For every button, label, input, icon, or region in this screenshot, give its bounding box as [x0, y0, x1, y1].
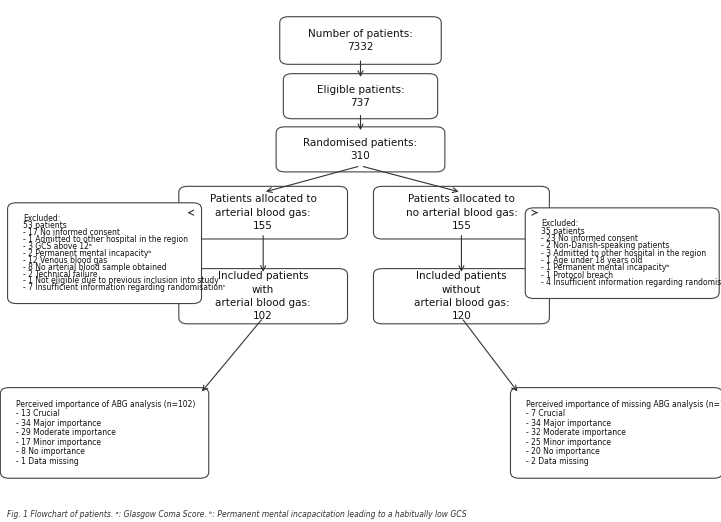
FancyBboxPatch shape	[276, 127, 445, 172]
Text: - 3 Admitted to other hospital in the region: - 3 Admitted to other hospital in the re…	[541, 248, 707, 258]
FancyBboxPatch shape	[283, 74, 438, 118]
Text: - 2 Permanent mental incapacityᵇ: - 2 Permanent mental incapacityᵇ	[23, 248, 152, 258]
FancyBboxPatch shape	[373, 186, 549, 239]
FancyBboxPatch shape	[0, 388, 209, 478]
Text: - 8 No arterial blood sample obtained: - 8 No arterial blood sample obtained	[23, 263, 167, 271]
Text: Patients allocated to
arterial blood gas:
155: Patients allocated to arterial blood gas…	[210, 195, 317, 231]
Text: - 25 Minor importance: - 25 Minor importance	[526, 438, 611, 447]
Text: 53 patients: 53 patients	[23, 221, 67, 230]
Text: - 32 Moderate importance: - 32 Moderate importance	[526, 429, 627, 437]
Text: Included patients
with
arterial blood gas:
102: Included patients with arterial blood ga…	[216, 271, 311, 321]
FancyBboxPatch shape	[7, 203, 202, 304]
Text: Randomised patients:
310: Randomised patients: 310	[304, 138, 417, 161]
Text: - 20 No importance: - 20 No importance	[526, 447, 600, 456]
Text: Included patients
without
arterial blood gas:
120: Included patients without arterial blood…	[414, 271, 509, 321]
Text: Eligible patients:
737: Eligible patients: 737	[317, 85, 404, 108]
Text: - 13 Crucial: - 13 Crucial	[16, 409, 60, 419]
Text: Fig. 1 Flowchart of patients. ᵃ: Glasgow Coma Score. ᵇ: Permanent mental incapac: Fig. 1 Flowchart of patients. ᵃ: Glasgow…	[7, 511, 466, 519]
FancyBboxPatch shape	[280, 17, 441, 64]
Text: - 2 Non-Danish-speaking patients: - 2 Non-Danish-speaking patients	[541, 241, 670, 251]
Text: - 8 No importance: - 8 No importance	[16, 447, 85, 456]
Text: - 4 Insufficient information regarding randomisationᶜ: - 4 Insufficient information regarding r…	[541, 278, 721, 287]
Text: - 23 No informed consent: - 23 No informed consent	[541, 234, 638, 243]
Text: - 1 Age under 18 years old: - 1 Age under 18 years old	[541, 256, 642, 265]
Text: Excluded:: Excluded:	[541, 219, 578, 228]
FancyBboxPatch shape	[373, 269, 549, 324]
Text: Excluded:: Excluded:	[23, 214, 61, 223]
Text: - 34 Major importance: - 34 Major importance	[16, 419, 101, 428]
Text: 35 patients: 35 patients	[541, 227, 585, 235]
FancyBboxPatch shape	[510, 388, 721, 478]
Text: - 7 Crucial: - 7 Crucial	[526, 409, 565, 419]
Text: - 17 No informed consent: - 17 No informed consent	[23, 228, 120, 237]
Text: - 2 Technical failure: - 2 Technical failure	[23, 269, 98, 279]
Text: - 3 GCS above 12ᵃ: - 3 GCS above 12ᵃ	[23, 242, 92, 251]
Text: - 2 Data missing: - 2 Data missing	[526, 457, 589, 466]
Text: - 1 Permanent mental incapacityᵇ: - 1 Permanent mental incapacityᵇ	[541, 264, 670, 272]
Text: - 34 Major importance: - 34 Major importance	[526, 419, 611, 428]
Text: - 29 Moderate importance: - 29 Moderate importance	[16, 429, 116, 437]
Text: - 1 Not eligible due to previous inclusion into study: - 1 Not eligible due to previous inclusi…	[23, 277, 219, 286]
FancyBboxPatch shape	[179, 186, 348, 239]
Text: - 1 Admitted to other hospital in the region: - 1 Admitted to other hospital in the re…	[23, 235, 188, 244]
Text: - 1 Protocol breach: - 1 Protocol breach	[541, 271, 613, 280]
Text: Perceived importance of missing ABG analysis (n=120): Perceived importance of missing ABG anal…	[526, 400, 721, 409]
Text: Perceived importance of ABG analysis (n=102): Perceived importance of ABG analysis (n=…	[16, 400, 195, 409]
Text: - 7 Insufficient information regarding randomisationᶜ: - 7 Insufficient information regarding r…	[23, 283, 226, 292]
Text: - 12 Venous blood gas: - 12 Venous blood gas	[23, 256, 107, 265]
Text: - 1 Data missing: - 1 Data missing	[16, 457, 79, 466]
Text: - 17 Minor importance: - 17 Minor importance	[16, 438, 101, 447]
FancyBboxPatch shape	[525, 208, 720, 299]
FancyBboxPatch shape	[179, 269, 348, 324]
Text: Number of patients:
7332: Number of patients: 7332	[308, 29, 413, 52]
Text: Patients allocated to
no arterial blood gas:
155: Patients allocated to no arterial blood …	[405, 195, 518, 231]
